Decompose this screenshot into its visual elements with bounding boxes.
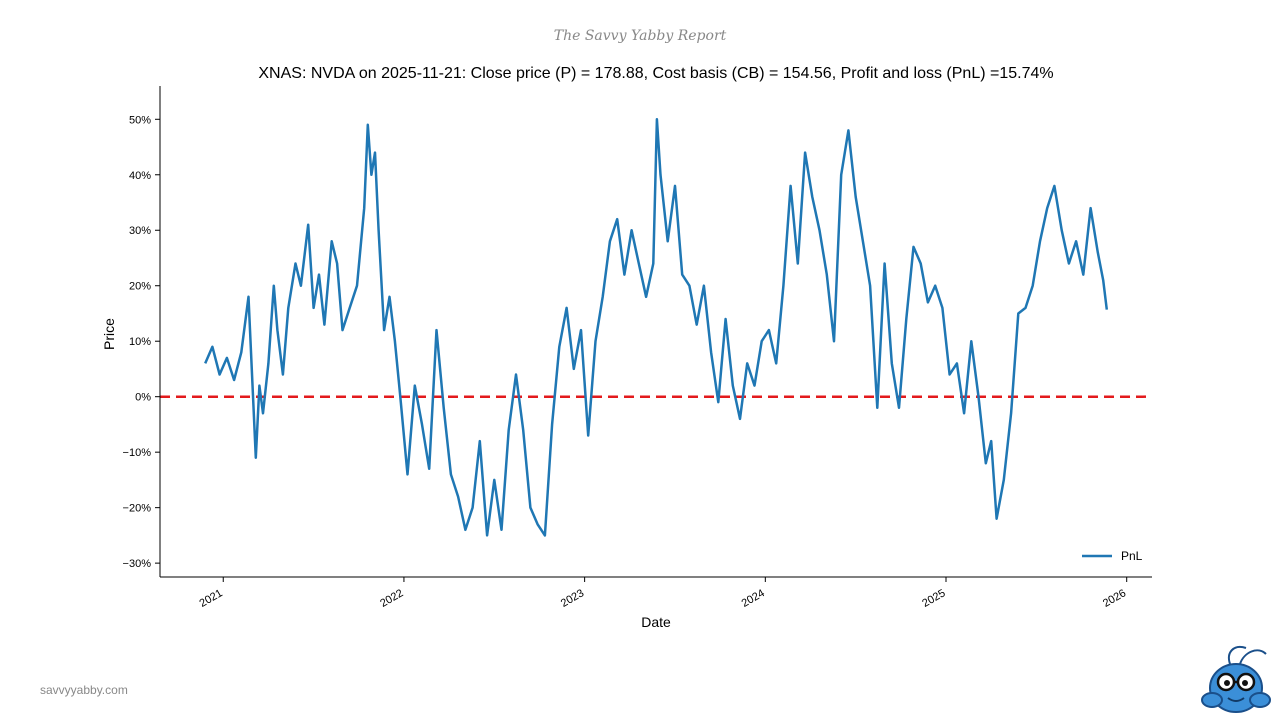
x-tick-label: 2026 <box>1101 587 1128 610</box>
y-tick-label: 20% <box>129 281 151 293</box>
x-axis-label: Date <box>641 614 671 630</box>
y-tick-label: 50% <box>129 114 151 126</box>
x-tick-label: 2024 <box>740 587 767 610</box>
y-tick-label: −30% <box>123 558 152 570</box>
y-tick-label: 30% <box>129 225 151 237</box>
x-axis-ticks: 2021 2022 2023 2024 2025 2026 <box>198 577 1128 610</box>
x-tick-label: 2025 <box>920 587 947 610</box>
y-tick-label: 10% <box>129 336 151 348</box>
y-tick-label: 0% <box>135 392 151 404</box>
x-tick-label: 2022 <box>378 587 405 610</box>
y-tick-label: −20% <box>123 503 152 515</box>
x-tick-label: 2021 <box>198 587 225 610</box>
y-tick-label: 40% <box>129 170 151 182</box>
chart-legend: PnL <box>1082 549 1143 563</box>
yabby-mascot-logo <box>1201 646 1271 713</box>
legend-label-pnl: PnL <box>1121 549 1143 563</box>
x-tick-label: 2023 <box>559 587 586 610</box>
y-axis-ticks: 50% 40% 30% 20% 10% 0% −10% −20% −30% <box>123 114 160 570</box>
y-tick-label: −10% <box>123 447 152 459</box>
footer-website: savvyyabby.com <box>40 683 128 697</box>
series-line-pnl <box>204 118 1109 537</box>
brand-header: The Savvy Yabby Report <box>553 28 727 44</box>
y-axis-label: Price <box>101 318 117 350</box>
chart-title: XNAS: NVDA on 2025-11-21: Close price (P… <box>258 65 1053 82</box>
